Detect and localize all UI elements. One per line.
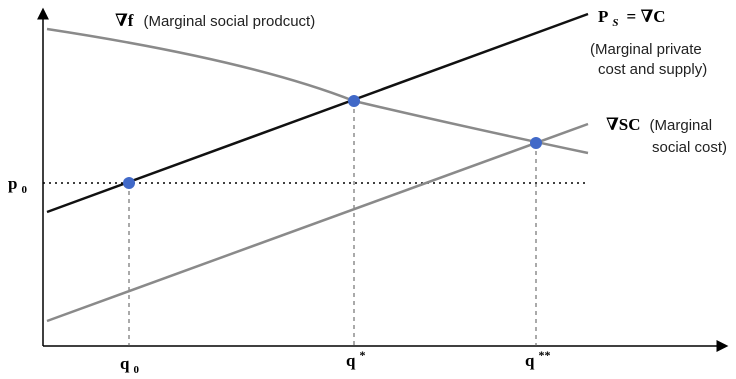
supply-desc-line2: cost and supply) (598, 61, 707, 78)
qstar-label: q * (346, 348, 365, 370)
marginal-social-product-curve (46, 27, 589, 155)
mps-label: ∇f (Marginal social prodcuct) (115, 11, 315, 30)
supply-label: P S = ∇C (598, 7, 666, 30)
q0-label: q 0 (120, 354, 139, 376)
point-qstar (348, 95, 360, 107)
point-q0-p0 (123, 177, 135, 189)
point-qstarstar (530, 137, 542, 149)
qstarstar-label: q ** (525, 348, 550, 370)
marginal-social-cost-curve (46, 122, 589, 323)
supply-curve (46, 12, 589, 214)
msc-label: ∇SC (Marginal (606, 115, 712, 134)
msc-desc-line2: social cost) (652, 139, 727, 156)
supply-desc-line1: (Marginal private (590, 41, 702, 58)
p0-label: p 0 (8, 174, 27, 196)
